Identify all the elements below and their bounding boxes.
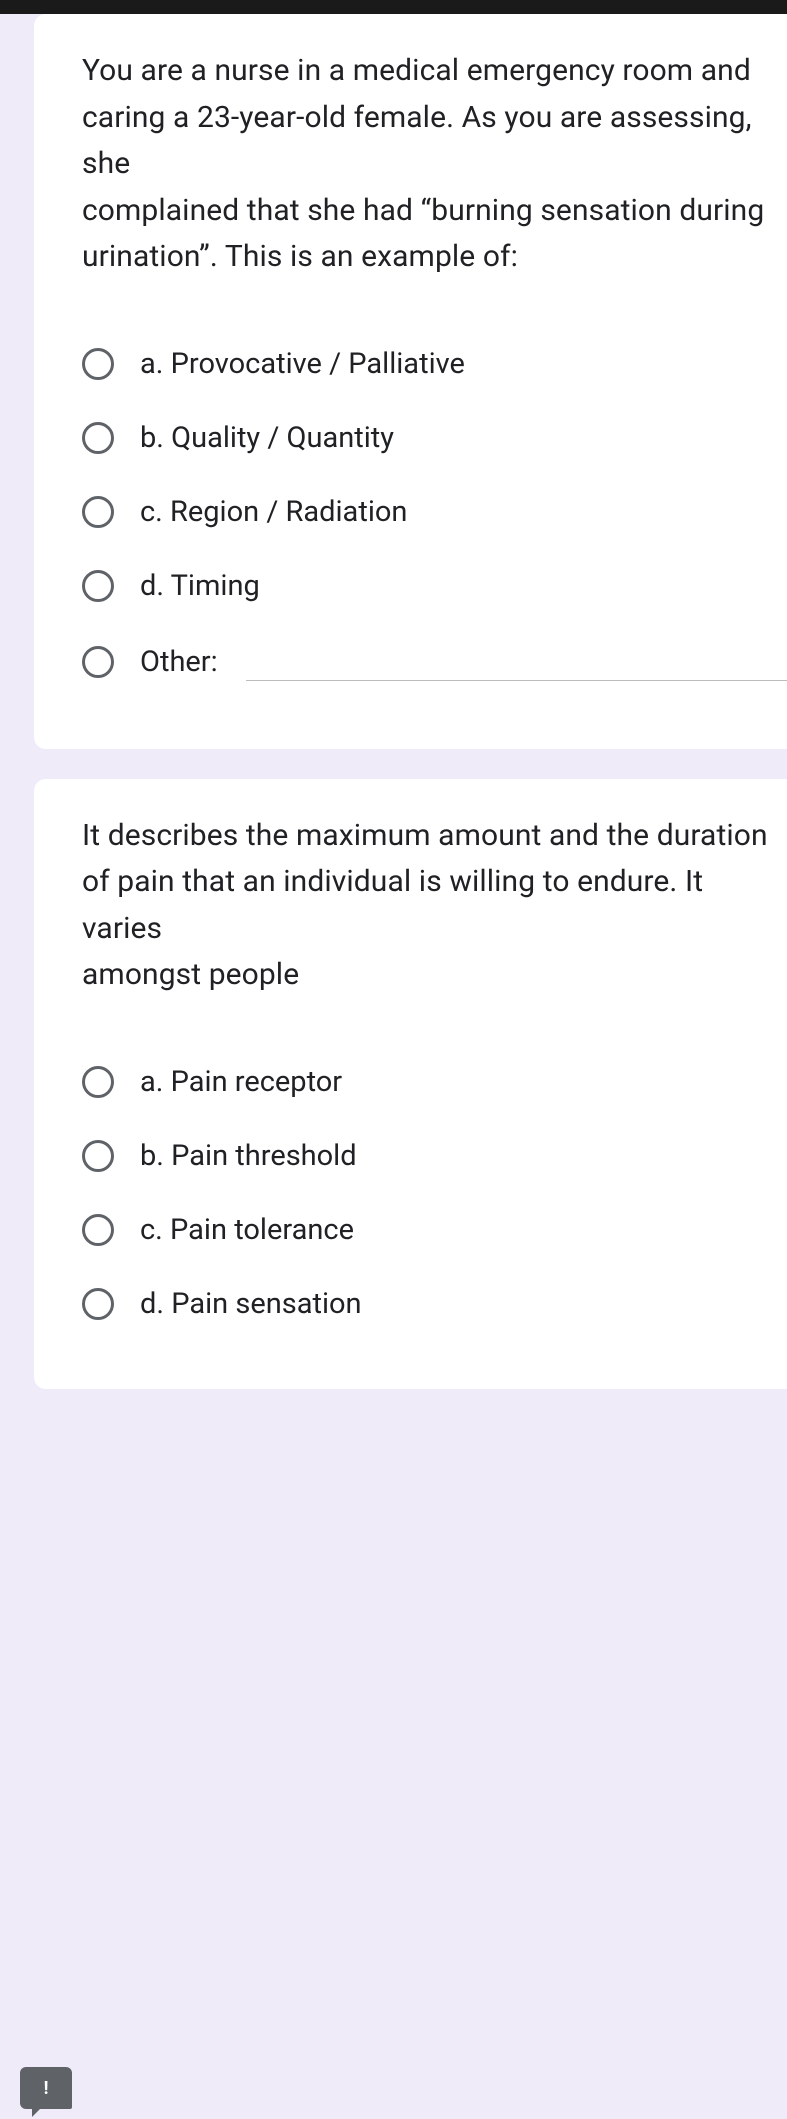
radio-icon[interactable] — [82, 646, 114, 678]
radio-icon[interactable] — [82, 1066, 114, 1098]
radio-icon[interactable] — [82, 1140, 114, 1172]
option-row-other[interactable]: Other: — [82, 623, 787, 701]
radio-icon[interactable] — [82, 1288, 114, 1320]
option-row[interactable]: c. Pain tolerance — [82, 1193, 787, 1267]
option-label: d. Timing — [140, 569, 260, 603]
question-text-line: It describes the maximum amount and the … — [82, 818, 768, 946]
exclamation-icon: ! — [44, 2078, 49, 2099]
other-text-input[interactable] — [246, 643, 787, 681]
option-row[interactable]: a. Provocative / Palliative — [82, 327, 787, 401]
option-row[interactable]: b. Quality / Quantity — [82, 401, 787, 475]
option-row[interactable]: d. Pain sensation — [82, 1267, 787, 1341]
option-row[interactable]: b. Pain threshold — [82, 1119, 787, 1193]
radio-icon[interactable] — [82, 1214, 114, 1246]
question-text-line: complained that she had “burning sensati… — [82, 193, 764, 275]
form-page: You are a nurse in a medical emergency r… — [0, 14, 787, 1459]
feedback-button[interactable]: ! — [20, 2067, 72, 2109]
top-bar — [0, 0, 787, 14]
radio-icon[interactable] — [82, 422, 114, 454]
option-label: c. Pain tolerance — [140, 1213, 354, 1247]
option-row[interactable]: a. Pain receptor — [82, 1045, 787, 1119]
question-text: You are a nurse in a medical emergency r… — [82, 48, 787, 281]
other-label: Other: — [140, 645, 218, 679]
question-card: It describes the maximum amount and the … — [34, 779, 787, 1389]
radio-icon[interactable] — [82, 348, 114, 380]
question-text-line: amongst people — [82, 957, 299, 992]
radio-icon[interactable] — [82, 570, 114, 602]
option-row[interactable]: c. Region / Radiation — [82, 475, 787, 549]
options-group: a. Provocative / Palliative b. Quality /… — [82, 327, 787, 701]
option-label: a. Provocative / Palliative — [140, 347, 465, 381]
option-row[interactable]: d. Timing — [82, 549, 787, 623]
option-label: b. Pain threshold — [140, 1139, 357, 1173]
question-card: You are a nurse in a medical emergency r… — [34, 14, 787, 749]
other-input-wrapper — [246, 643, 787, 681]
option-label: d. Pain sensation — [140, 1287, 362, 1321]
radio-icon[interactable] — [82, 496, 114, 528]
question-text-line: You are a nurse in a medical emergency r… — [82, 53, 752, 181]
option-label: b. Quality / Quantity — [140, 421, 394, 455]
option-label: c. Region / Radiation — [140, 495, 407, 529]
options-group: a. Pain receptor b. Pain threshold c. Pa… — [82, 1045, 787, 1341]
option-label: a. Pain receptor — [140, 1065, 342, 1099]
question-text: It describes the maximum amount and the … — [82, 813, 787, 999]
